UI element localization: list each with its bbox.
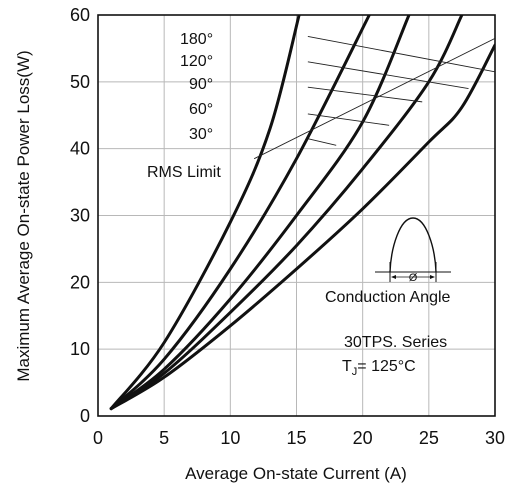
plot-frame	[97, 14, 496, 417]
angle-leader-line-0	[307, 35, 495, 73]
x-tick-label: 5	[159, 428, 169, 448]
angle-label-60: 60°	[189, 101, 213, 118]
x-tick-label: 15	[286, 428, 306, 448]
rms-limit-line	[253, 37, 495, 160]
angle-leader-line-3	[307, 113, 390, 126]
y-tick-label: 30	[70, 206, 90, 226]
y-tick-label: 20	[70, 272, 90, 292]
inset-caption: Conduction Angle	[325, 289, 451, 306]
angle-leader-line-4	[307, 138, 337, 146]
tj-value: = 125°C	[357, 358, 415, 375]
axes: 0 5 10 15 20 25 30 0 10 20 30 40 50 60	[70, 5, 505, 448]
angle-label-30: 30°	[189, 126, 213, 143]
angle-label-180: 180°	[180, 31, 213, 48]
y-tick-label: 10	[70, 339, 90, 359]
inset-angle-symbol: Ø	[409, 272, 418, 284]
series-line-4	[109, 15, 301, 411]
inset-waveform	[389, 217, 437, 273]
tj-symbol: T	[342, 358, 352, 375]
x-tick-label: 10	[220, 428, 240, 448]
inset-arrow-left	[391, 275, 396, 279]
series-line-0	[109, 43, 495, 411]
junction-temp-label: TJ= 125°C	[342, 358, 416, 378]
series-line-3	[109, 15, 371, 411]
series-line-2	[109, 15, 411, 411]
annotations	[253, 35, 495, 160]
series-name-label: 30TPS. Series	[344, 334, 447, 351]
angle-label-90: 90°	[189, 76, 213, 93]
y-tick-label: 0	[80, 406, 90, 426]
y-tick-label: 60	[70, 5, 90, 25]
y-tick-label: 40	[70, 139, 90, 159]
x-axis-title: Average On-state Current (A)	[185, 464, 407, 483]
x-tick-label: 20	[353, 428, 373, 448]
tj-subscript: J	[352, 366, 358, 378]
rms-limit-label: RMS Limit	[147, 164, 221, 181]
y-axis-title: Maximum Average On-state Power Loss(W)	[14, 50, 33, 381]
x-tick-label: 25	[419, 428, 439, 448]
inset-arrow-right	[430, 275, 435, 279]
y-tick-label: 50	[70, 72, 90, 92]
angle-leader-line-1	[307, 61, 469, 89]
angle-label-120: 120°	[180, 53, 213, 70]
angle-leader-line-2	[307, 86, 423, 103]
x-tick-label: 30	[485, 428, 505, 448]
conduction-angle-inset: Ø Conduction Angle	[325, 217, 451, 306]
x-tick-label: 0	[93, 428, 103, 448]
